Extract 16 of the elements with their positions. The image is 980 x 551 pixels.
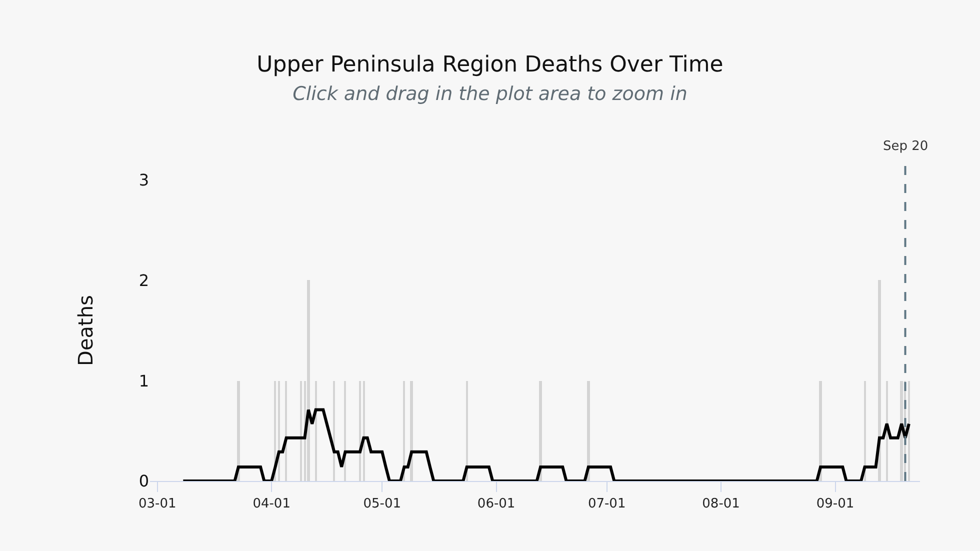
y-tick-label: 0 [138,472,149,491]
y-axis-title: Deaths [73,295,98,366]
ref-line-label: Sep 20 [883,139,928,154]
y-tick-label: 1 [138,371,149,390]
x-tick-label: 05-01 [363,496,401,512]
chart-title: Upper Peninsula Region Deaths Over Time [256,52,724,78]
y-tick-label: 2 [138,270,149,290]
y-tick-label: 3 [138,170,149,190]
line-series [182,408,910,481]
x-tick-label: 08-01 [702,496,740,512]
x-tick-label: 07-01 [588,496,626,512]
x-tick-label: 03-01 [138,496,176,512]
x-tick-label: 04-01 [252,496,290,512]
x-tick-label: 09-01 [816,496,854,512]
x-tick-label: 06-01 [477,496,516,512]
chart-subtitle: Click and drag in the plot area to zoom in [292,83,688,106]
